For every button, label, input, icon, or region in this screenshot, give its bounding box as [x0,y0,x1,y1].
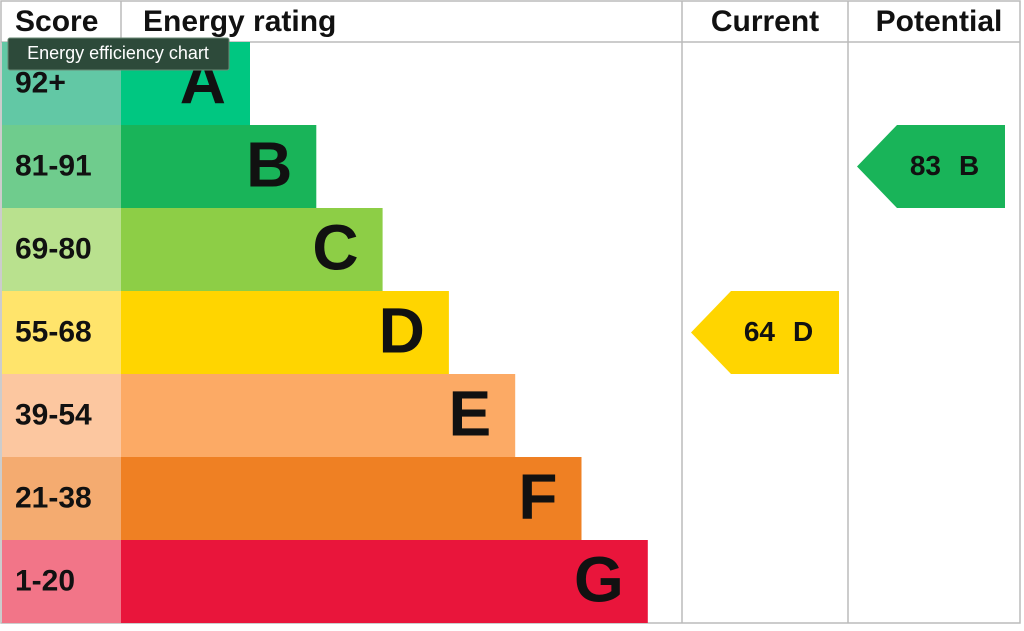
score-cell [2,125,121,208]
rating-letter: F [518,460,557,532]
score-label: 92+ [15,66,66,99]
current-value: 64 [744,316,776,347]
rating-letter: G [574,543,624,615]
score-cell [2,208,121,291]
header-potential: Potential [876,5,1003,38]
header-rating: Energy rating [143,5,336,38]
current-arrow [691,291,839,374]
tooltip-box [7,37,230,71]
rating-letter: D [379,294,425,366]
tooltip: Energy efficiency chart [7,37,230,71]
rating-bar [121,291,449,374]
rating-bar [121,208,383,291]
potential-value: 83 [910,150,941,181]
score-label: 1-20 [15,564,75,597]
rating-bar [121,457,582,540]
potential-rating: B [959,150,979,181]
rating-letter: B [246,128,292,200]
score-label: 69-80 [15,232,92,265]
current-rating: D [793,316,813,347]
rating-bar [121,540,648,623]
score-label: 55-68 [15,315,92,348]
rating-bar [121,374,516,457]
header-current: Current [711,5,819,38]
potential-arrow [857,125,1005,208]
tooltip-text: Energy efficiency chart [27,43,209,63]
score-label: 21-38 [15,481,92,514]
rating-letter: C [312,211,358,283]
score-cell [2,374,121,457]
score-cell [2,457,121,540]
rating-bar [121,125,317,208]
rating-letter: E [449,377,492,449]
score-cell [2,291,121,374]
score-label: 39-54 [15,398,92,431]
score-label: 81-91 [15,149,92,182]
score-cell [2,540,121,623]
header-score: Score [15,5,98,38]
